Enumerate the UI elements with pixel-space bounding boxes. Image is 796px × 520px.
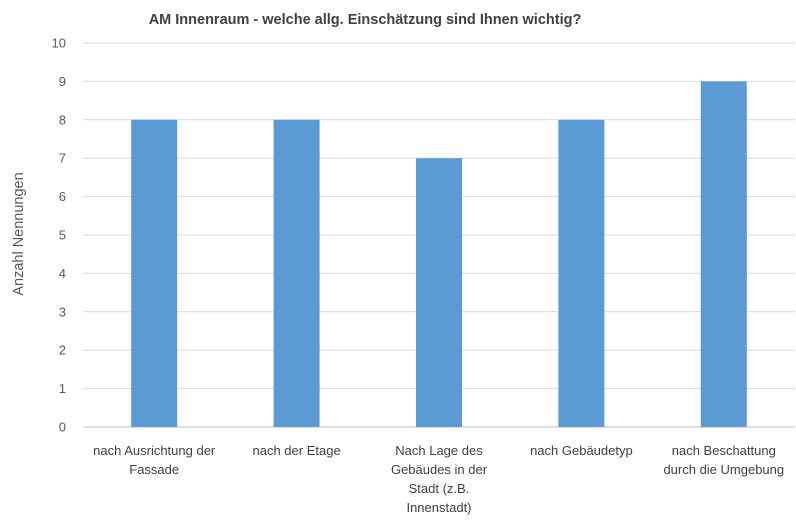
bars bbox=[131, 81, 747, 428]
x-category-label: nach der Etage bbox=[253, 443, 341, 458]
y-tick-label: 1 bbox=[59, 381, 66, 396]
y-tick-label: 5 bbox=[59, 228, 66, 243]
bar bbox=[273, 119, 320, 428]
y-tick-label: 0 bbox=[59, 420, 66, 435]
x-category-label: nach Ausrichtung der Fassade bbox=[93, 443, 216, 477]
y-tick-label: 9 bbox=[59, 74, 66, 89]
x-category-label: nach Gebäudetyp bbox=[530, 443, 633, 458]
x-category-labels: nach Ausrichtung der Fassade nach der Etag… bbox=[93, 443, 784, 515]
y-tick-label: 6 bbox=[59, 189, 66, 204]
cropped-heading-remnant bbox=[240, 0, 280, 3]
x-category-label: Nach Lage des Gebäudes in der Stadt (z.B. I… bbox=[391, 443, 488, 515]
y-tick-label: 4 bbox=[59, 266, 66, 281]
bar bbox=[416, 158, 462, 427]
bar bbox=[558, 119, 605, 428]
bar bbox=[131, 119, 178, 428]
y-tick-label: 8 bbox=[59, 112, 66, 127]
y-tick-label: 7 bbox=[59, 151, 66, 166]
y-axis-label: Anzahl Nennungen bbox=[11, 172, 27, 295]
bar bbox=[700, 81, 747, 428]
y-tick-labels: 0 1 2 3 4 5 6 7 8 9 10 bbox=[52, 36, 66, 435]
y-tick-label: 2 bbox=[59, 343, 66, 358]
x-category-label: nach Beschattung durch die Umgebung bbox=[663, 443, 784, 477]
chart-title: AM Innenraum - welche allg. Einschätzung… bbox=[149, 12, 582, 28]
y-tick-label: 10 bbox=[52, 36, 66, 51]
y-tick-label: 3 bbox=[59, 304, 66, 319]
